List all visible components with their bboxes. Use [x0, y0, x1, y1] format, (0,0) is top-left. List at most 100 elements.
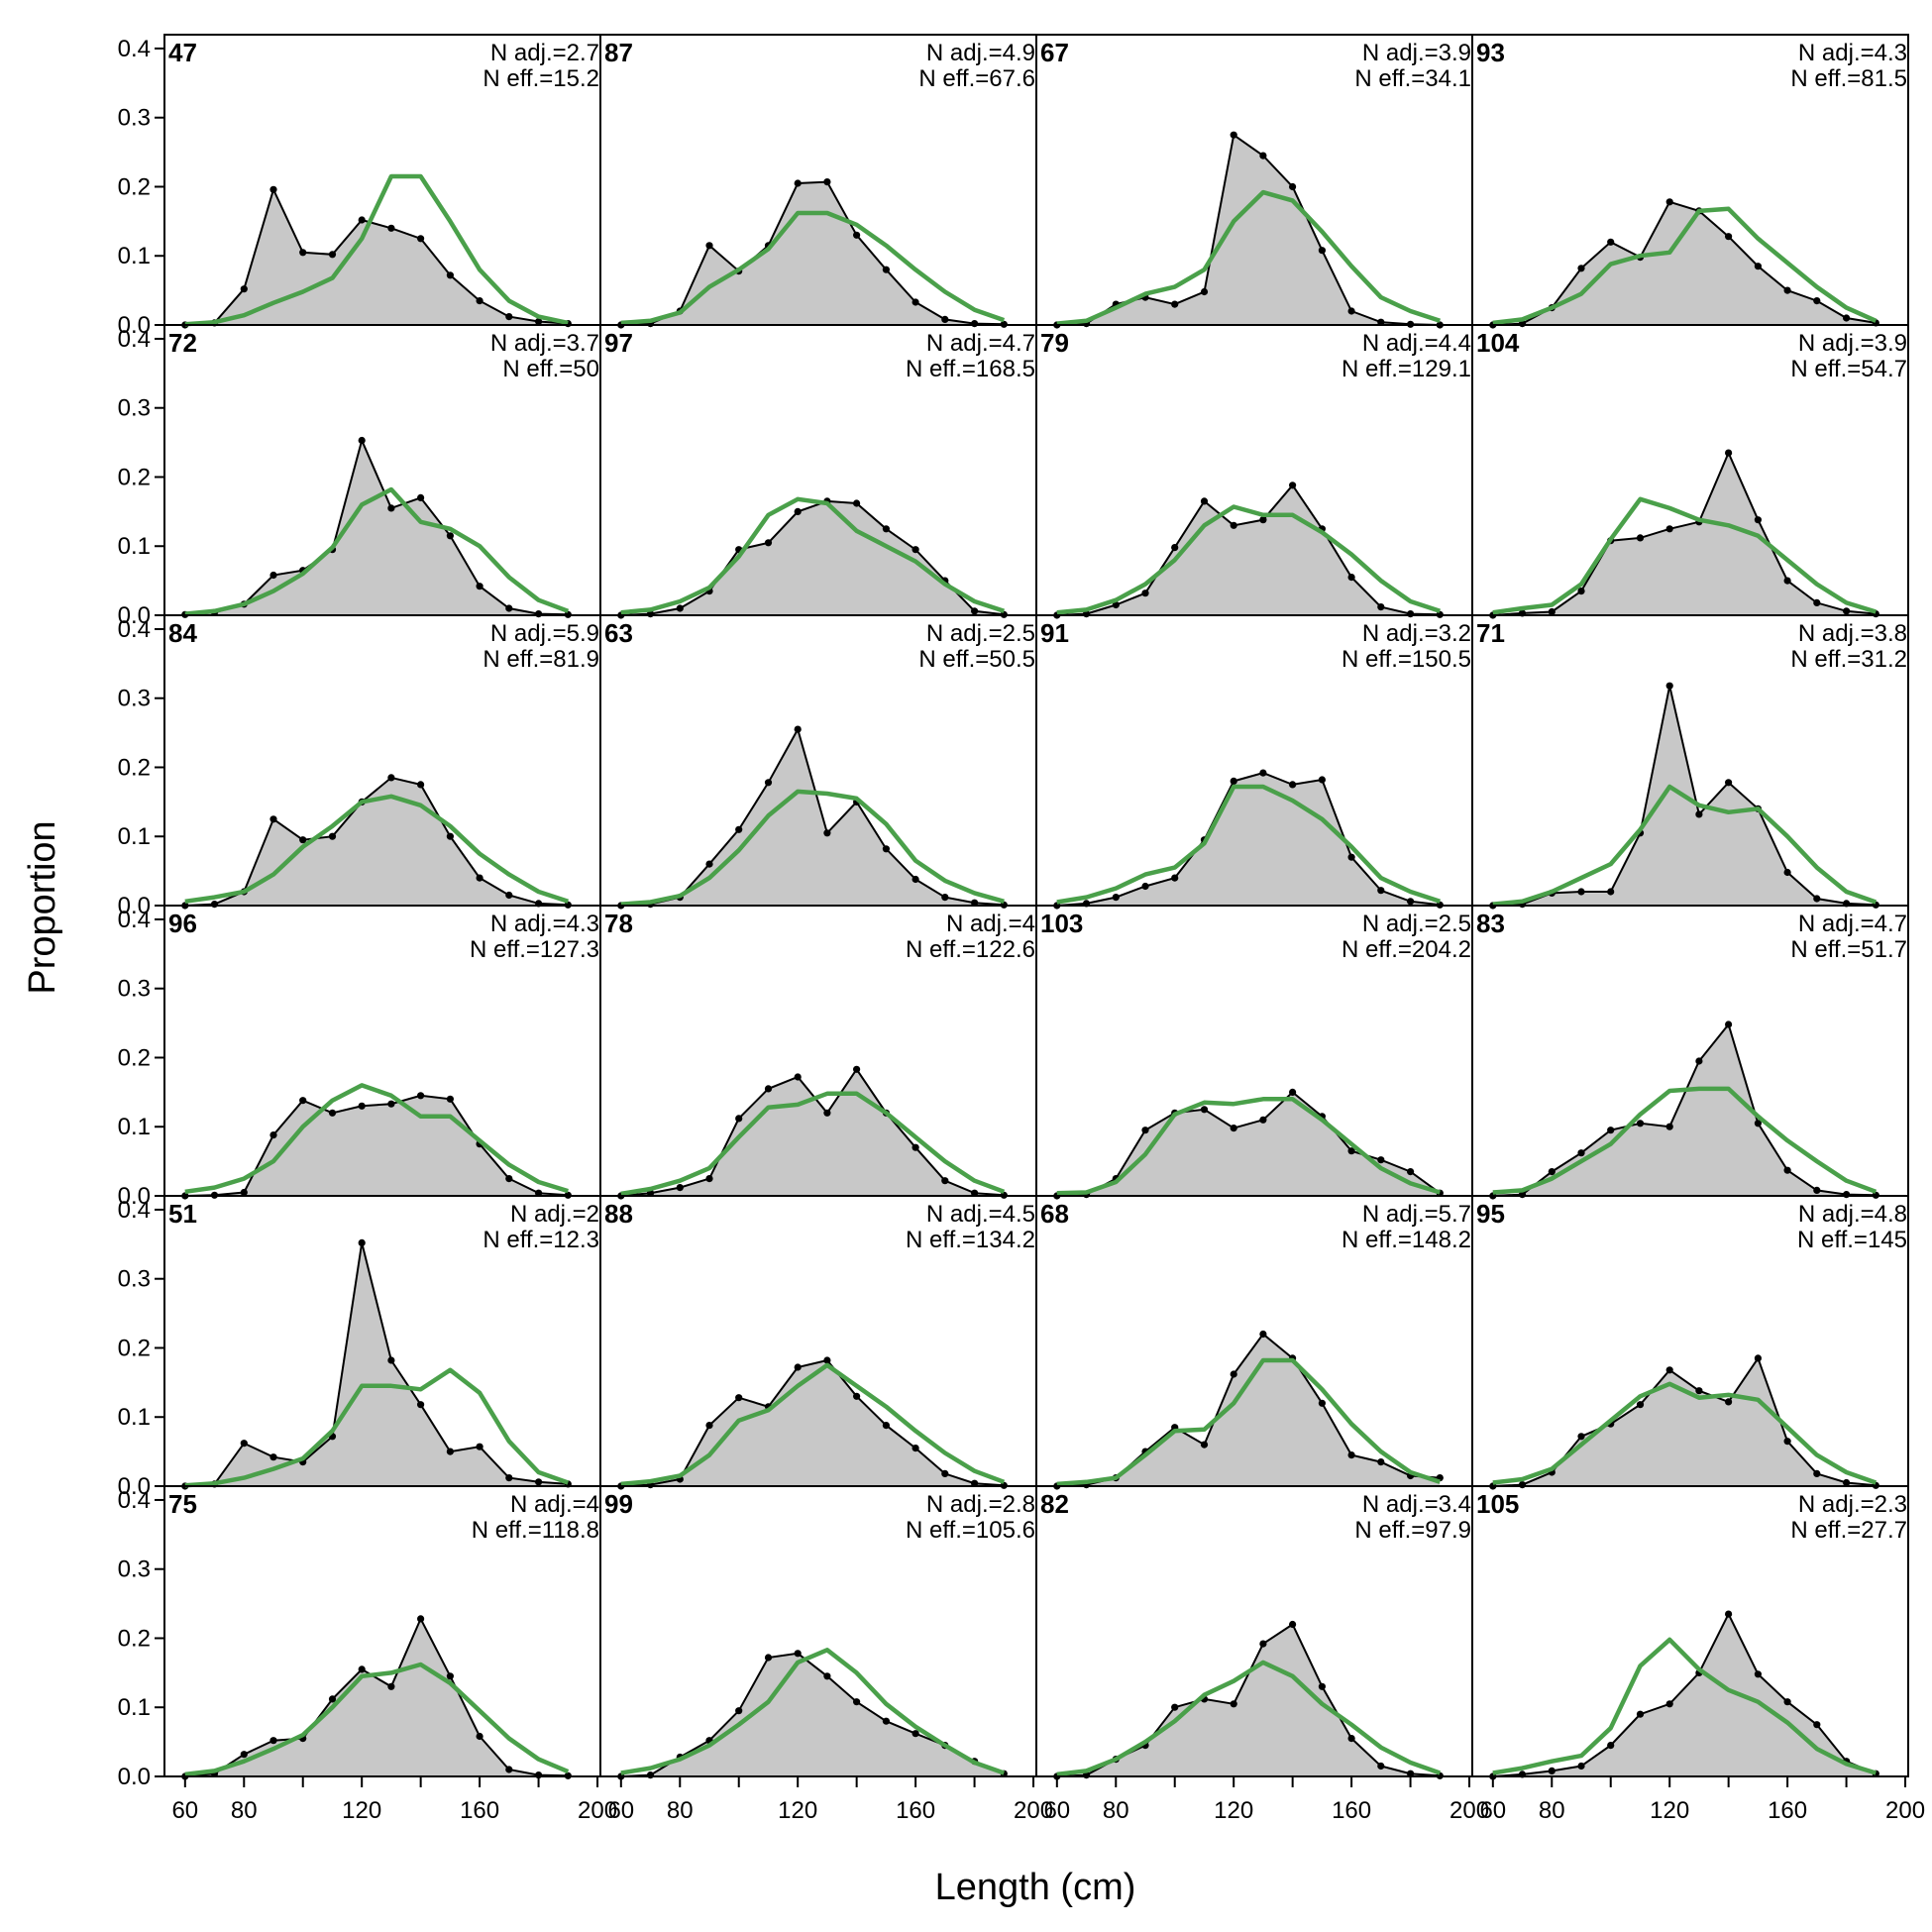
observed-line — [1492, 685, 1877, 907]
n-eff-label: N eff.=81.5 — [1790, 65, 1907, 92]
observed-point — [210, 901, 219, 909]
n-adj-label: N adj.=2.7 — [490, 40, 599, 66]
observed-point — [941, 1469, 949, 1477]
panel-99: 99 N adj.=2.8N eff.=105.6 — [599, 1485, 1037, 1780]
observed-point — [971, 320, 979, 328]
y-tick-label: 0.1 — [118, 533, 151, 560]
observed-area — [1492, 1024, 1877, 1196]
panel-79: 79 N adj.=4.4N eff.=129.1 — [1035, 324, 1473, 619]
observed-point — [853, 1392, 861, 1400]
y-tick-label: 0.3 — [118, 1556, 151, 1583]
observed-point — [794, 1650, 802, 1658]
panel-label: 82 — [1040, 1489, 1069, 1519]
panel-grid: 47 N adj.=2.7N eff.=15.272 N adj.=3.7N eff… — [163, 34, 1909, 1780]
panel-label: 97 — [604, 328, 633, 358]
panel-93: 93 N adj.=4.3N eff.=81.5 — [1471, 34, 1909, 329]
observed-point — [735, 825, 743, 833]
panel-91: 91 N adj.=3.2N eff.=150.5 — [1035, 614, 1473, 910]
observed-point — [1289, 1088, 1297, 1096]
observed-point — [446, 832, 454, 840]
observed-point — [1259, 1640, 1267, 1648]
observed-point — [328, 832, 337, 840]
panel-84: 84 N adj.=5.9N eff.=81.9 — [163, 614, 601, 910]
expected-line — [1056, 1357, 1442, 1487]
n-eff-label: N eff.=67.6 — [918, 65, 1035, 92]
expected-line — [184, 1662, 570, 1777]
expected-line — [184, 1083, 569, 1195]
x-tick-label: 160 — [1332, 1797, 1371, 1824]
observed-point — [358, 216, 366, 224]
n-eff-label: N eff.=150.5 — [1342, 646, 1471, 673]
y-tick-label: 0.1 — [118, 1404, 151, 1431]
x-tick-label: 120 — [342, 1797, 381, 1824]
observed-point — [387, 774, 395, 782]
observed-point — [823, 1672, 831, 1680]
observed-point — [912, 1730, 919, 1738]
observed-point — [764, 779, 773, 787]
observed-point — [1141, 1127, 1149, 1134]
expected-line — [1056, 1097, 1441, 1196]
x-tick-label: 200 — [578, 1797, 617, 1824]
n-eff-label: N eff.=54.7 — [1790, 356, 1907, 382]
observed-point — [1665, 1366, 1673, 1374]
y-tick-label: 0.4 — [118, 616, 151, 643]
observed-point — [1813, 598, 1821, 607]
panel-label: 95 — [1476, 1199, 1505, 1229]
observed-point — [328, 1695, 337, 1703]
observed-area — [620, 1069, 1005, 1196]
observed-point — [1843, 1478, 1851, 1487]
observed-point — [358, 1102, 366, 1110]
x-tick-label: 160 — [896, 1797, 935, 1824]
panel-label: 96 — [168, 909, 197, 938]
observed-area — [620, 729, 1005, 906]
observed-point — [505, 313, 513, 321]
observed-point — [240, 1440, 248, 1448]
observed-point — [1577, 888, 1585, 896]
observed-point — [1636, 1710, 1645, 1718]
n-eff-label: N eff.=134.2 — [906, 1227, 1035, 1253]
observed-point — [358, 1665, 366, 1673]
observed-point — [1813, 895, 1821, 903]
y-axis: 0.00.10.20.30.40.00.10.20.30.40.00.10.20… — [118, 36, 164, 1790]
n-adj-label: N adj.=4.9 — [926, 40, 1035, 66]
expected-line — [184, 173, 569, 327]
observed-area — [1492, 201, 1877, 325]
observed-point — [446, 1448, 454, 1455]
observed-point — [1318, 776, 1326, 784]
observed-point — [1347, 1735, 1355, 1743]
expected-line — [620, 496, 1006, 615]
observed-point — [1607, 238, 1615, 246]
observed-point — [705, 1175, 713, 1183]
observed-line — [1492, 450, 1877, 616]
panel-label: 88 — [604, 1199, 633, 1229]
observed-point — [912, 298, 919, 306]
observed-point — [735, 1115, 743, 1123]
observed-point — [794, 725, 802, 733]
observed-point — [1200, 1441, 1209, 1449]
observed-point — [1377, 1458, 1385, 1466]
observed-point — [387, 1100, 395, 1108]
observed-point — [912, 1445, 919, 1452]
expected-line — [620, 1091, 1006, 1197]
observed-point — [535, 1478, 543, 1486]
observed-area — [1492, 453, 1877, 615]
observed-point — [853, 499, 861, 507]
n-adj-label: N adj.=4.7 — [1798, 911, 1907, 937]
observed-point — [1843, 607, 1851, 615]
observed-point — [1407, 1168, 1415, 1176]
panel-label: 93 — [1476, 38, 1505, 67]
observed-point — [1112, 600, 1120, 609]
observed-point — [328, 251, 337, 259]
observed-point — [505, 1175, 513, 1183]
observed-point — [1665, 198, 1673, 206]
observed-point — [823, 829, 831, 837]
panel-label: 105 — [1476, 1489, 1519, 1519]
n-adj-label: N adj.=3.4 — [1362, 1491, 1471, 1518]
observed-point — [1171, 544, 1179, 552]
observed-point — [269, 1453, 277, 1461]
n-adj-label: N adj.=5.7 — [1362, 1201, 1471, 1228]
observed-area — [620, 181, 1005, 325]
y-tick-label: 0.0 — [118, 312, 151, 339]
panel-label: 83 — [1476, 909, 1505, 938]
observed-point — [1754, 263, 1762, 270]
